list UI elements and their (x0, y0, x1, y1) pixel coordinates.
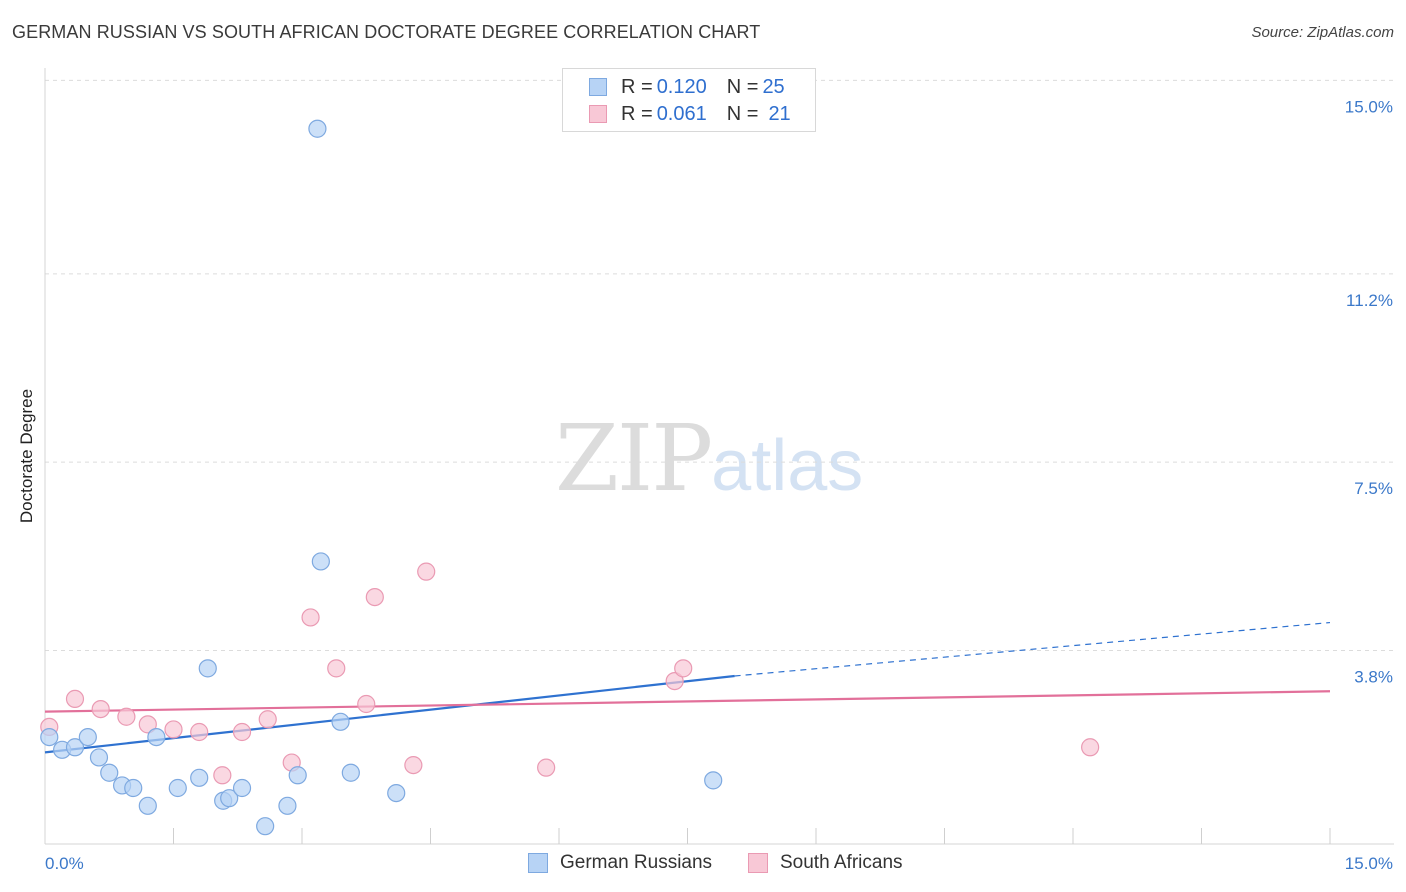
series-swatch-pink (748, 853, 768, 873)
x-tick-label: 15.0% (1345, 854, 1393, 873)
stats-legend: R = 0.120 N = 25 R = 0.061 N = 21 (562, 68, 816, 132)
german-russian-point (198, 659, 217, 678)
german-russian-point (190, 768, 209, 787)
south-african-point (117, 707, 136, 726)
series-legend-label: German Russians (560, 852, 713, 873)
german-russian-point (311, 552, 330, 571)
german-russian-point (288, 766, 307, 785)
grid-layer (45, 79, 1394, 652)
german-russian-point (147, 727, 166, 747)
y-tick-label: 3.8% (1354, 668, 1393, 687)
south-african-point (417, 562, 436, 581)
y-tick-label: 11.2% (1346, 291, 1393, 310)
german-russian-point (168, 778, 187, 798)
german-russian-point (89, 748, 109, 767)
german-russian-point (704, 771, 723, 790)
german-russian-point (256, 817, 275, 836)
german-russian-point (40, 727, 59, 747)
source-label: Source: ZipAtlas.com (1251, 24, 1394, 41)
german-russian-point (331, 712, 350, 731)
legend-row-german-russians: R = 0.120 N = 25 (589, 75, 785, 99)
point-layer (40, 119, 1100, 836)
watermark: ZIPatlas (555, 405, 863, 512)
south-african-point (65, 689, 85, 709)
watermark-zip: ZIP (555, 405, 713, 512)
south-african-point (537, 758, 556, 777)
series-legend-south-africans[interactable]: South Africans (748, 852, 903, 874)
german-russian-point (278, 796, 297, 815)
south-african-point (357, 694, 376, 714)
german-russian-point (100, 763, 119, 782)
german-russian-point (65, 738, 85, 757)
legend-n-label: N = (726, 102, 759, 125)
legend-r-value: 0.120 (656, 75, 707, 98)
south-african-trend-line (44, 690, 1331, 713)
south-african-point (164, 720, 183, 739)
y-tick-label: 7.5% (1354, 479, 1393, 498)
legend-n-value: 21 (768, 102, 791, 125)
tick-label-layer: 3.8% 7.5% 11.2% 15.0% 0.0% 15.0% (45, 97, 1393, 873)
south-african-point (365, 587, 384, 607)
south-african-point (327, 659, 346, 678)
german-russian-point (138, 796, 157, 815)
german-russian-point (78, 727, 97, 747)
legend-r-value: 0.061 (656, 102, 707, 125)
german-russian-point (220, 789, 239, 808)
south-african-point (301, 608, 320, 627)
series-swatch-blue (528, 853, 548, 873)
legend-row-south-africans: R = 0.061 N = 21 (589, 102, 791, 126)
y-tick-label: 15.0% (1345, 97, 1393, 116)
legend-r-label: R = (621, 75, 653, 98)
south-african-point (138, 715, 157, 734)
south-african-point (190, 722, 209, 742)
south-african-point (91, 699, 110, 719)
german-russian-point (387, 783, 406, 803)
series-legend-label: South Africans (780, 852, 903, 873)
legend-swatch-blue (589, 78, 607, 96)
legend-n-value: 25 (762, 75, 785, 98)
german-russian-point (232, 778, 252, 798)
south-african-point (404, 755, 423, 775)
south-african-point (674, 659, 693, 678)
german-russian-point (341, 763, 360, 782)
legend-n-label: N = (726, 75, 759, 98)
series-legend: German Russians South Africans (0, 852, 1406, 876)
series-legend-german-russians[interactable]: German Russians (528, 852, 712, 874)
south-african-point (1081, 738, 1100, 757)
south-african-point (665, 671, 684, 691)
chart-title: GERMAN RUSSIAN VS SOUTH AFRICAN DOCTORAT… (12, 22, 761, 42)
german-russian-trend-extension (734, 621, 1331, 677)
x-tick-label: 0.0% (45, 854, 84, 873)
legend-r-label: R = (621, 102, 653, 125)
german-russian-point (124, 778, 143, 798)
south-african-point (232, 722, 252, 742)
south-african-point (258, 710, 277, 729)
legend-swatch-pink (589, 105, 607, 123)
german-russian-point (308, 119, 327, 138)
axis-layer (44, 68, 1394, 845)
watermark-atlas: atlas (711, 426, 864, 506)
south-african-point (213, 766, 232, 785)
